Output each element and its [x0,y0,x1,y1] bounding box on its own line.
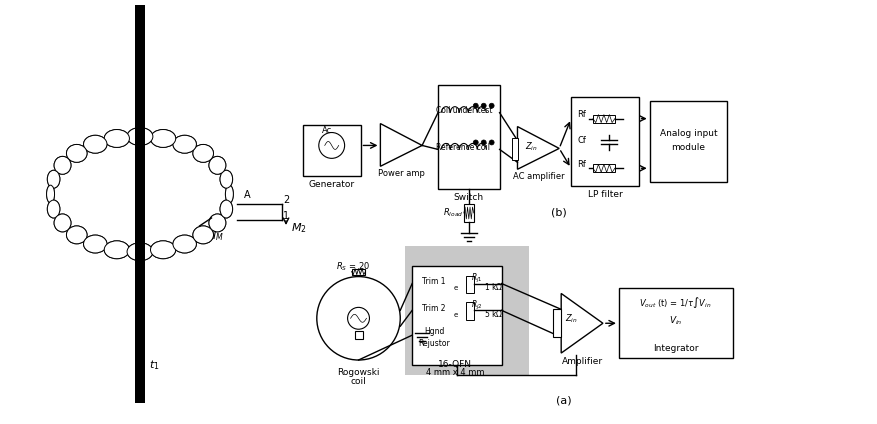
Text: $V_{out}$ (t) = 1/$\tau$$\int$$V_{in}$: $V_{out}$ (t) = 1/$\tau$$\int$$V_{in}$ [639,295,711,310]
Ellipse shape [104,129,130,148]
Text: Rejustor: Rejustor [418,339,450,348]
Text: $V_{in}$: $V_{in}$ [668,314,682,326]
Ellipse shape [47,200,60,218]
Ellipse shape [54,156,71,174]
Ellipse shape [220,200,232,218]
Text: Cf: Cf [577,136,586,145]
Text: Integrator: Integrator [652,343,698,353]
Text: A: A [244,190,251,200]
Bar [650,101,727,182]
Text: 1: 1 [283,211,289,221]
Bar [571,97,638,186]
Text: Coil under test: Coil under test [436,106,493,115]
Text: Trim 2: Trim 2 [423,304,446,313]
Ellipse shape [127,243,153,261]
Ellipse shape [54,214,71,232]
Text: Switch: Switch [453,192,484,201]
Text: e: e [453,312,458,318]
Ellipse shape [67,145,87,162]
Ellipse shape [104,241,130,259]
Text: Rf: Rf [577,160,586,169]
Ellipse shape [127,128,153,145]
Text: $I_M$: $I_M$ [211,229,224,243]
Bar [619,288,733,358]
Ellipse shape [46,185,54,203]
Ellipse shape [151,129,175,148]
Bar [303,125,360,176]
Ellipse shape [173,235,196,253]
Text: Trim 1: Trim 1 [423,277,446,286]
Ellipse shape [83,235,107,253]
Text: 16-QFN: 16-QFN [438,360,472,369]
Bar [354,331,362,339]
Text: $R_{load}$: $R_{load}$ [443,207,463,219]
Ellipse shape [225,185,233,203]
Text: $M_2$: $M_2$ [291,221,307,235]
Bar [352,269,366,275]
Bar [466,302,474,320]
Text: $R_{j2}$: $R_{j2}$ [471,299,482,312]
Text: Amplifier: Amplifier [561,357,602,365]
Ellipse shape [83,135,107,153]
Text: Power amp: Power amp [378,169,424,178]
Text: 4 mm x 4 mm: 4 mm x 4 mm [425,368,484,377]
Ellipse shape [220,170,232,188]
Text: e: e [453,285,458,291]
Text: 5 k$\Omega$: 5 k$\Omega$ [484,308,503,319]
Circle shape [489,103,494,108]
Text: $R_S$ = 20: $R_S$ = 20 [337,260,371,273]
Text: Generator: Generator [309,180,355,189]
Text: module: module [672,143,705,152]
Text: (b): (b) [552,207,567,217]
Text: 1 k$\Omega$: 1 k$\Omega$ [484,281,503,292]
Ellipse shape [209,156,226,174]
Text: (a): (a) [556,396,572,406]
Ellipse shape [193,226,213,244]
Ellipse shape [173,135,196,153]
Bar [593,165,615,172]
Ellipse shape [67,226,87,244]
Circle shape [474,140,478,145]
Ellipse shape [47,170,60,188]
Bar [412,266,502,365]
Text: $Z_{in}$: $Z_{in}$ [565,312,578,324]
Circle shape [481,103,486,108]
Text: $Z_{in}$: $Z_{in}$ [525,140,538,153]
Text: AC amplifier: AC amplifier [512,172,564,181]
Text: Rogowski: Rogowski [338,368,380,377]
Bar [438,85,500,189]
Circle shape [481,140,486,145]
Ellipse shape [151,241,175,259]
Bar [466,276,474,293]
Text: Hgnd: Hgnd [424,327,445,336]
Circle shape [489,140,494,145]
Bar [553,310,561,337]
Bar [511,139,518,160]
Text: $R_{j1}$: $R_{j1}$ [471,272,482,285]
Bar [405,246,530,375]
Text: 2: 2 [283,195,289,205]
Text: Ac: Ac [322,126,332,135]
Ellipse shape [193,145,213,162]
Bar [464,204,474,222]
Ellipse shape [209,214,226,232]
Text: Analog input: Analog input [660,129,717,138]
Text: LP filter: LP filter [588,190,623,198]
Text: $t_1$: $t_1$ [148,358,159,372]
Circle shape [474,103,478,108]
Text: Reference coil: Reference coil [436,143,490,152]
Bar [135,6,145,403]
Bar [593,114,615,123]
Text: Rf: Rf [577,110,586,119]
Text: coil: coil [351,377,367,386]
